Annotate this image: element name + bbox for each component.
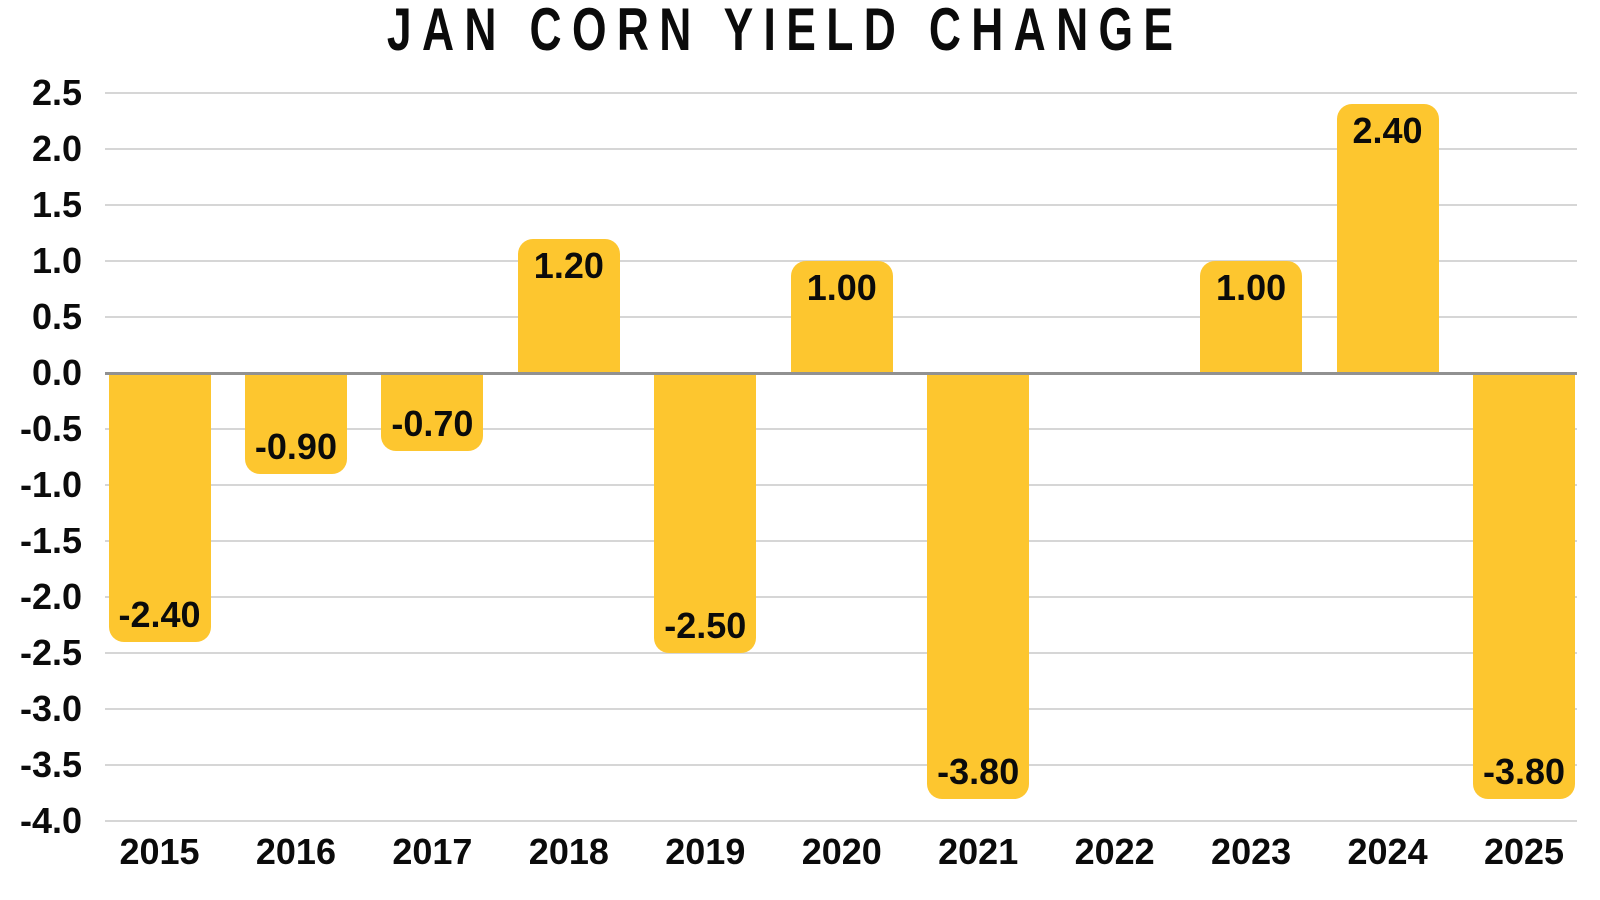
y-axis-tick-label: -1.5 (19, 520, 82, 561)
gridline (105, 708, 1577, 710)
y-axis-tick-label: 2.0 (31, 128, 82, 169)
x-axis-tick-label: 2025 (1483, 831, 1565, 872)
bar-value-label: 1.00 (806, 267, 877, 308)
gridline (105, 540, 1577, 542)
gridline (105, 428, 1577, 430)
bar-2025 (1473, 373, 1575, 799)
gridline (105, 764, 1577, 766)
y-axis-tick-label: -0.5 (19, 408, 82, 449)
y-axis-tick-label: -1.0 (19, 464, 82, 505)
bar-2017 (381, 373, 484, 452)
gridline (105, 652, 1577, 654)
bar-2023 (1200, 261, 1303, 373)
bar-value-label: 1.00 (1216, 267, 1287, 308)
y-axis-tick-label: 0.5 (31, 296, 82, 337)
x-axis-tick-label: 2017 (392, 831, 473, 872)
chart-title-wrap: JAN CORN YIELD CHANGE (0, 0, 1570, 60)
x-axis-tick-label: 2015 (119, 831, 200, 872)
x-axis-tick-label: 2024 (1347, 831, 1428, 872)
y-axis-tick-label: -4.0 (19, 800, 82, 841)
gridline (105, 92, 1577, 94)
x-axis-tick-label: 2022 (1074, 831, 1155, 872)
x-axis-tick-label: 2016 (255, 831, 336, 872)
y-axis-tick-label: -3.0 (19, 688, 82, 729)
gridline (105, 484, 1577, 486)
bar-value-label: 2.40 (1352, 110, 1423, 152)
x-axis-tick-label: 2018 (528, 831, 609, 872)
chart-title: JAN CORN YIELD CHANGE (386, 0, 1184, 63)
gridline (105, 148, 1577, 150)
bar-2019 (654, 373, 757, 653)
y-axis-tick-label: 1.5 (31, 184, 82, 225)
bar-value-label: -3.80 (937, 750, 1020, 792)
bar-2015 (108, 373, 211, 642)
x-axis-tick-label: 2023 (1211, 831, 1292, 872)
y-axis-tick-label: 0.0 (31, 352, 82, 393)
y-axis-tick-label: 1.0 (31, 240, 82, 281)
bar-value-label: -2.50 (664, 605, 747, 646)
gridline (105, 596, 1577, 598)
bar-2021 (927, 373, 1030, 799)
x-axis-tick-label: 2020 (801, 831, 882, 872)
bar-2020 (790, 261, 893, 373)
bar-2016 (244, 373, 347, 474)
bar-value-label: -0.90 (254, 425, 337, 467)
bar-value-label: -2.40 (118, 593, 201, 635)
bar-value-label: -3.80 (1482, 750, 1566, 792)
bar-value-label: 1.20 (533, 244, 604, 286)
y-axis-tick-label: 2.5 (31, 72, 82, 113)
x-axis-tick-label: 2021 (938, 831, 1019, 872)
x-axis-tick-label: 2019 (665, 831, 746, 872)
y-axis-tick-label: -3.5 (19, 744, 82, 785)
bar-2018 (517, 238, 620, 373)
y-axis-tick-label: -2.5 (19, 632, 82, 673)
zero-line (105, 372, 1577, 375)
bar-2024 (1336, 104, 1439, 373)
bar-value-label: -0.70 (391, 403, 474, 445)
gridline (105, 820, 1577, 822)
y-axis-tick-label: -2.0 (19, 576, 82, 617)
gridline (105, 204, 1577, 206)
